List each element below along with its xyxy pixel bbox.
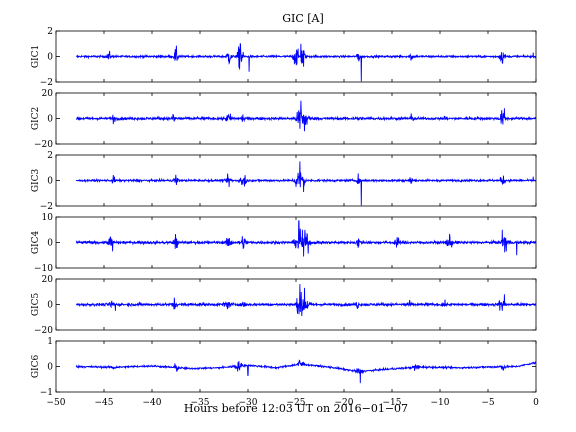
panels-group: 20−2GIC1200−20GIC220−2GIC3100−10GIC4200−…: [31, 27, 537, 398]
series-line-gic6: [75, 359, 537, 384]
series-line-gic5: [75, 284, 537, 317]
series-line-gic3: [75, 161, 537, 206]
series-line-gic1: [75, 43, 537, 82]
y-axis-label: GIC4: [31, 231, 41, 255]
x-tick-label: −25: [287, 398, 306, 408]
series-line-gic2: [75, 100, 537, 132]
x-tick-label: −30: [239, 398, 258, 408]
y-tick-label: 2: [47, 151, 53, 161]
y-tick-label: −2: [40, 202, 53, 212]
y-tick-label: −1: [40, 388, 53, 398]
y-tick-label: 20: [42, 275, 54, 285]
panel-1: 2 0 −2 GIC1: [31, 27, 537, 88]
x-axis: −50 −45 −40 −35 −30 −25 −20 −15 −10 −5 0: [47, 398, 540, 408]
panel-6: 1 0 −1 GIC6: [31, 337, 537, 398]
y-axis-label: GIC3: [31, 169, 41, 193]
x-tick-label: −20: [335, 398, 354, 408]
panel-5: 20 0 −20 GIC5: [31, 275, 537, 336]
y-axis-label: GIC1: [31, 45, 41, 68]
y-tick-label: 20: [42, 89, 54, 99]
y-tick-label: −20: [34, 140, 53, 150]
panel-4: 10 0 −10 GIC4: [31, 213, 537, 274]
x-axis-label: Hours before 12:03 UT on 2016−01−07: [184, 402, 408, 415]
y-tick-label: 2: [47, 27, 53, 37]
x-tick-label: −40: [143, 398, 162, 408]
y-tick-label: 1: [47, 337, 53, 347]
chart-title: GIC [A]: [282, 12, 324, 25]
y-tick-label: 0: [47, 239, 53, 249]
y-tick-label: 10: [42, 213, 54, 223]
x-tick-label: −15: [383, 398, 402, 408]
y-axis-label: GIC6: [31, 355, 41, 379]
y-tick-label: 0: [47, 363, 53, 373]
y-axis-label: GIC2: [31, 107, 41, 130]
x-tick-label: −35: [191, 398, 210, 408]
x-tick-label: 0: [533, 398, 539, 408]
y-tick-label: 0: [47, 177, 53, 187]
y-tick-label: −10: [34, 264, 53, 274]
y-tick-label: 0: [47, 115, 53, 125]
series-line-gic4: [75, 220, 537, 257]
y-tick-label: −2: [40, 78, 53, 88]
x-tick-label: −45: [95, 398, 114, 408]
x-tick-label: −5: [481, 398, 495, 408]
y-tick-label: −20: [34, 326, 53, 336]
panel-2: 20 0 −20 GIC2: [31, 89, 537, 150]
y-tick-label: 0: [47, 53, 53, 63]
x-tick-label: −50: [47, 398, 66, 408]
y-tick-label: 0: [47, 301, 53, 311]
panel-3: 2 0 −2 GIC3: [31, 151, 537, 212]
x-tick-label: −10: [431, 398, 450, 408]
y-axis-label: GIC5: [31, 293, 41, 317]
